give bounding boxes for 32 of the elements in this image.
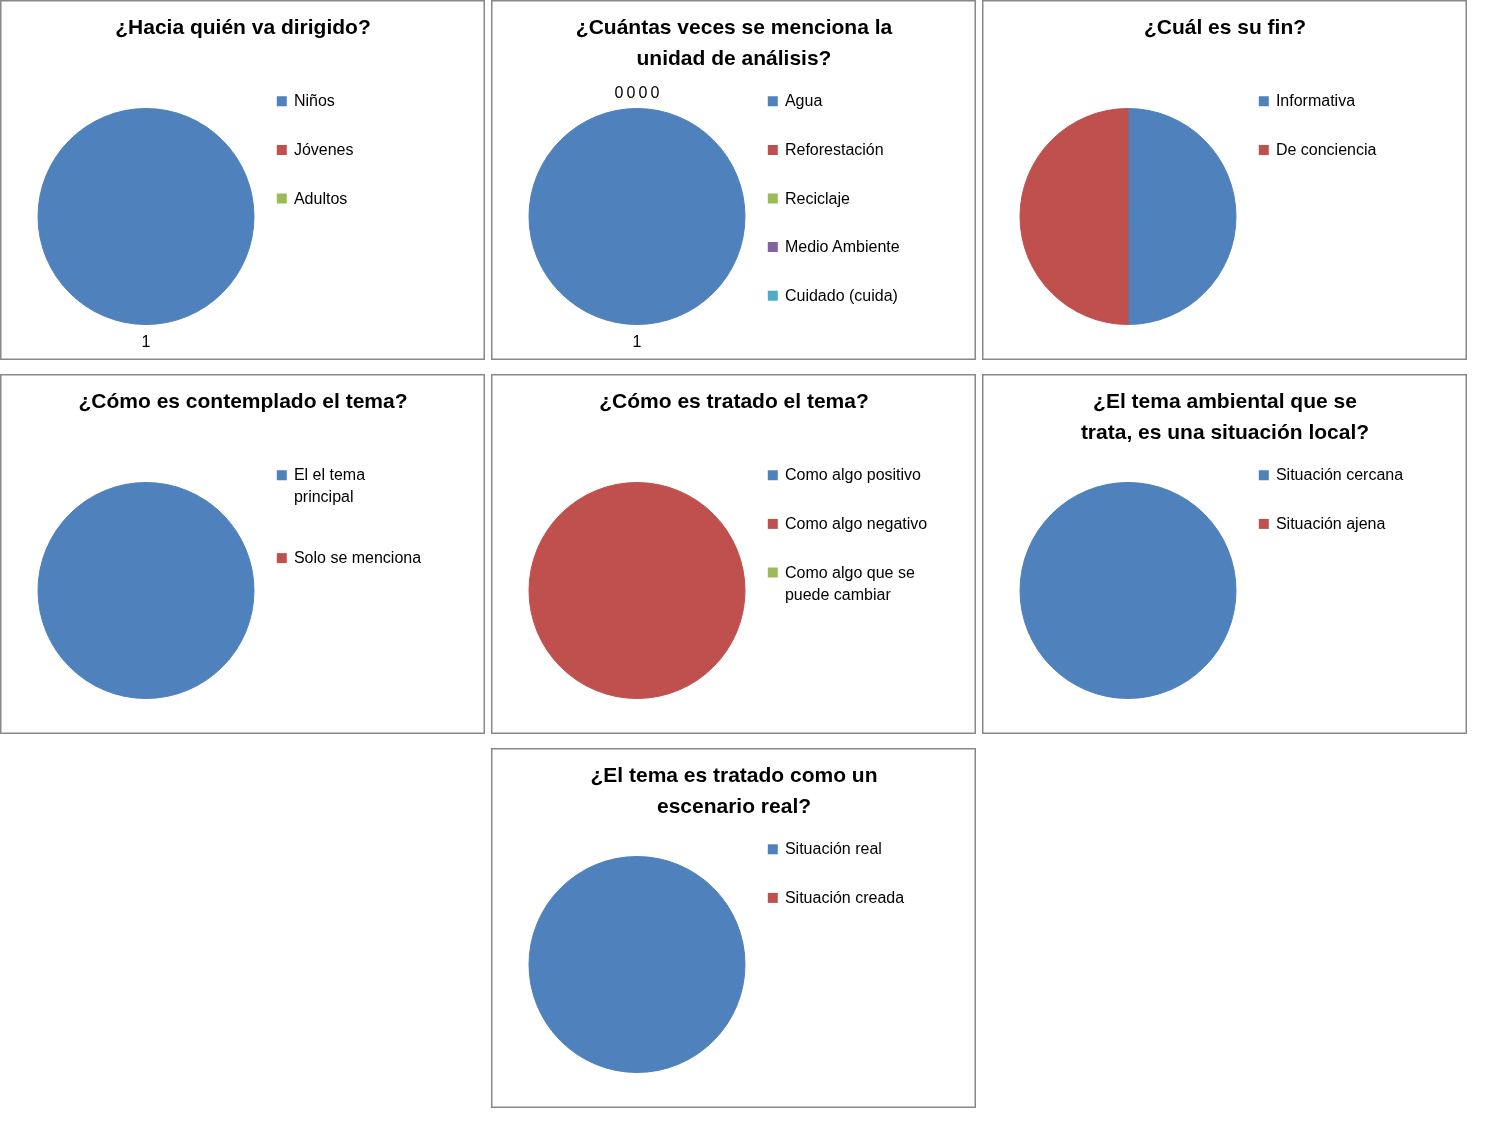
legend-label: Como algo positivo (784, 466, 922, 484)
legend-label: Como algo que se puede cambiar (784, 563, 915, 603)
chart-title: ¿Hacia quién va dirigido? (115, 14, 371, 38)
data-label: 1 (141, 332, 151, 350)
legend-label: Informativa (1275, 92, 1356, 110)
legend-label: Jóvenes (293, 140, 354, 158)
chart-title: ¿Cuál es su fin? (1143, 14, 1307, 38)
legend-label: Niños (293, 92, 335, 110)
legend-label: Reciclaje (784, 189, 850, 207)
legend-label: Reforestación (784, 140, 884, 158)
legend-label: Medio Ambiente (784, 238, 900, 256)
chart-title: ¿El tema es tratado como un escenario real? (590, 762, 878, 817)
legend-label: El el tema principal (293, 466, 366, 506)
legend-label: Situación real (784, 840, 882, 858)
legend-label: Situación creada (784, 888, 905, 906)
chart-title: ¿Cómo es contemplado el tema? (78, 388, 408, 412)
text: 0 (614, 84, 624, 102)
legend-label: Solo se menciona (293, 549, 422, 567)
legend-label: Agua (784, 92, 823, 110)
legend-label: Cuidado (cuida) (784, 286, 898, 304)
chart-title: ¿El tema ambiental que se trata, es una situación local? (1080, 388, 1370, 443)
chart-title: ¿Cuántas veces se menciona la unidad de análisis? (575, 14, 893, 69)
chart-title: ¿Cómo es tratado el tema? (599, 388, 869, 412)
legend-label: De conciencia (1275, 140, 1377, 158)
legend-label: Situación ajena (1275, 514, 1386, 532)
legend-label: Adultos (293, 189, 348, 207)
text: 0 (650, 84, 660, 102)
legend-label: Como algo negativo (784, 514, 928, 532)
legend-label: Situación cercana (1275, 466, 1404, 484)
text: 0 (626, 84, 636, 102)
text: 0 (638, 84, 648, 102)
data-label: 1 (632, 332, 642, 350)
